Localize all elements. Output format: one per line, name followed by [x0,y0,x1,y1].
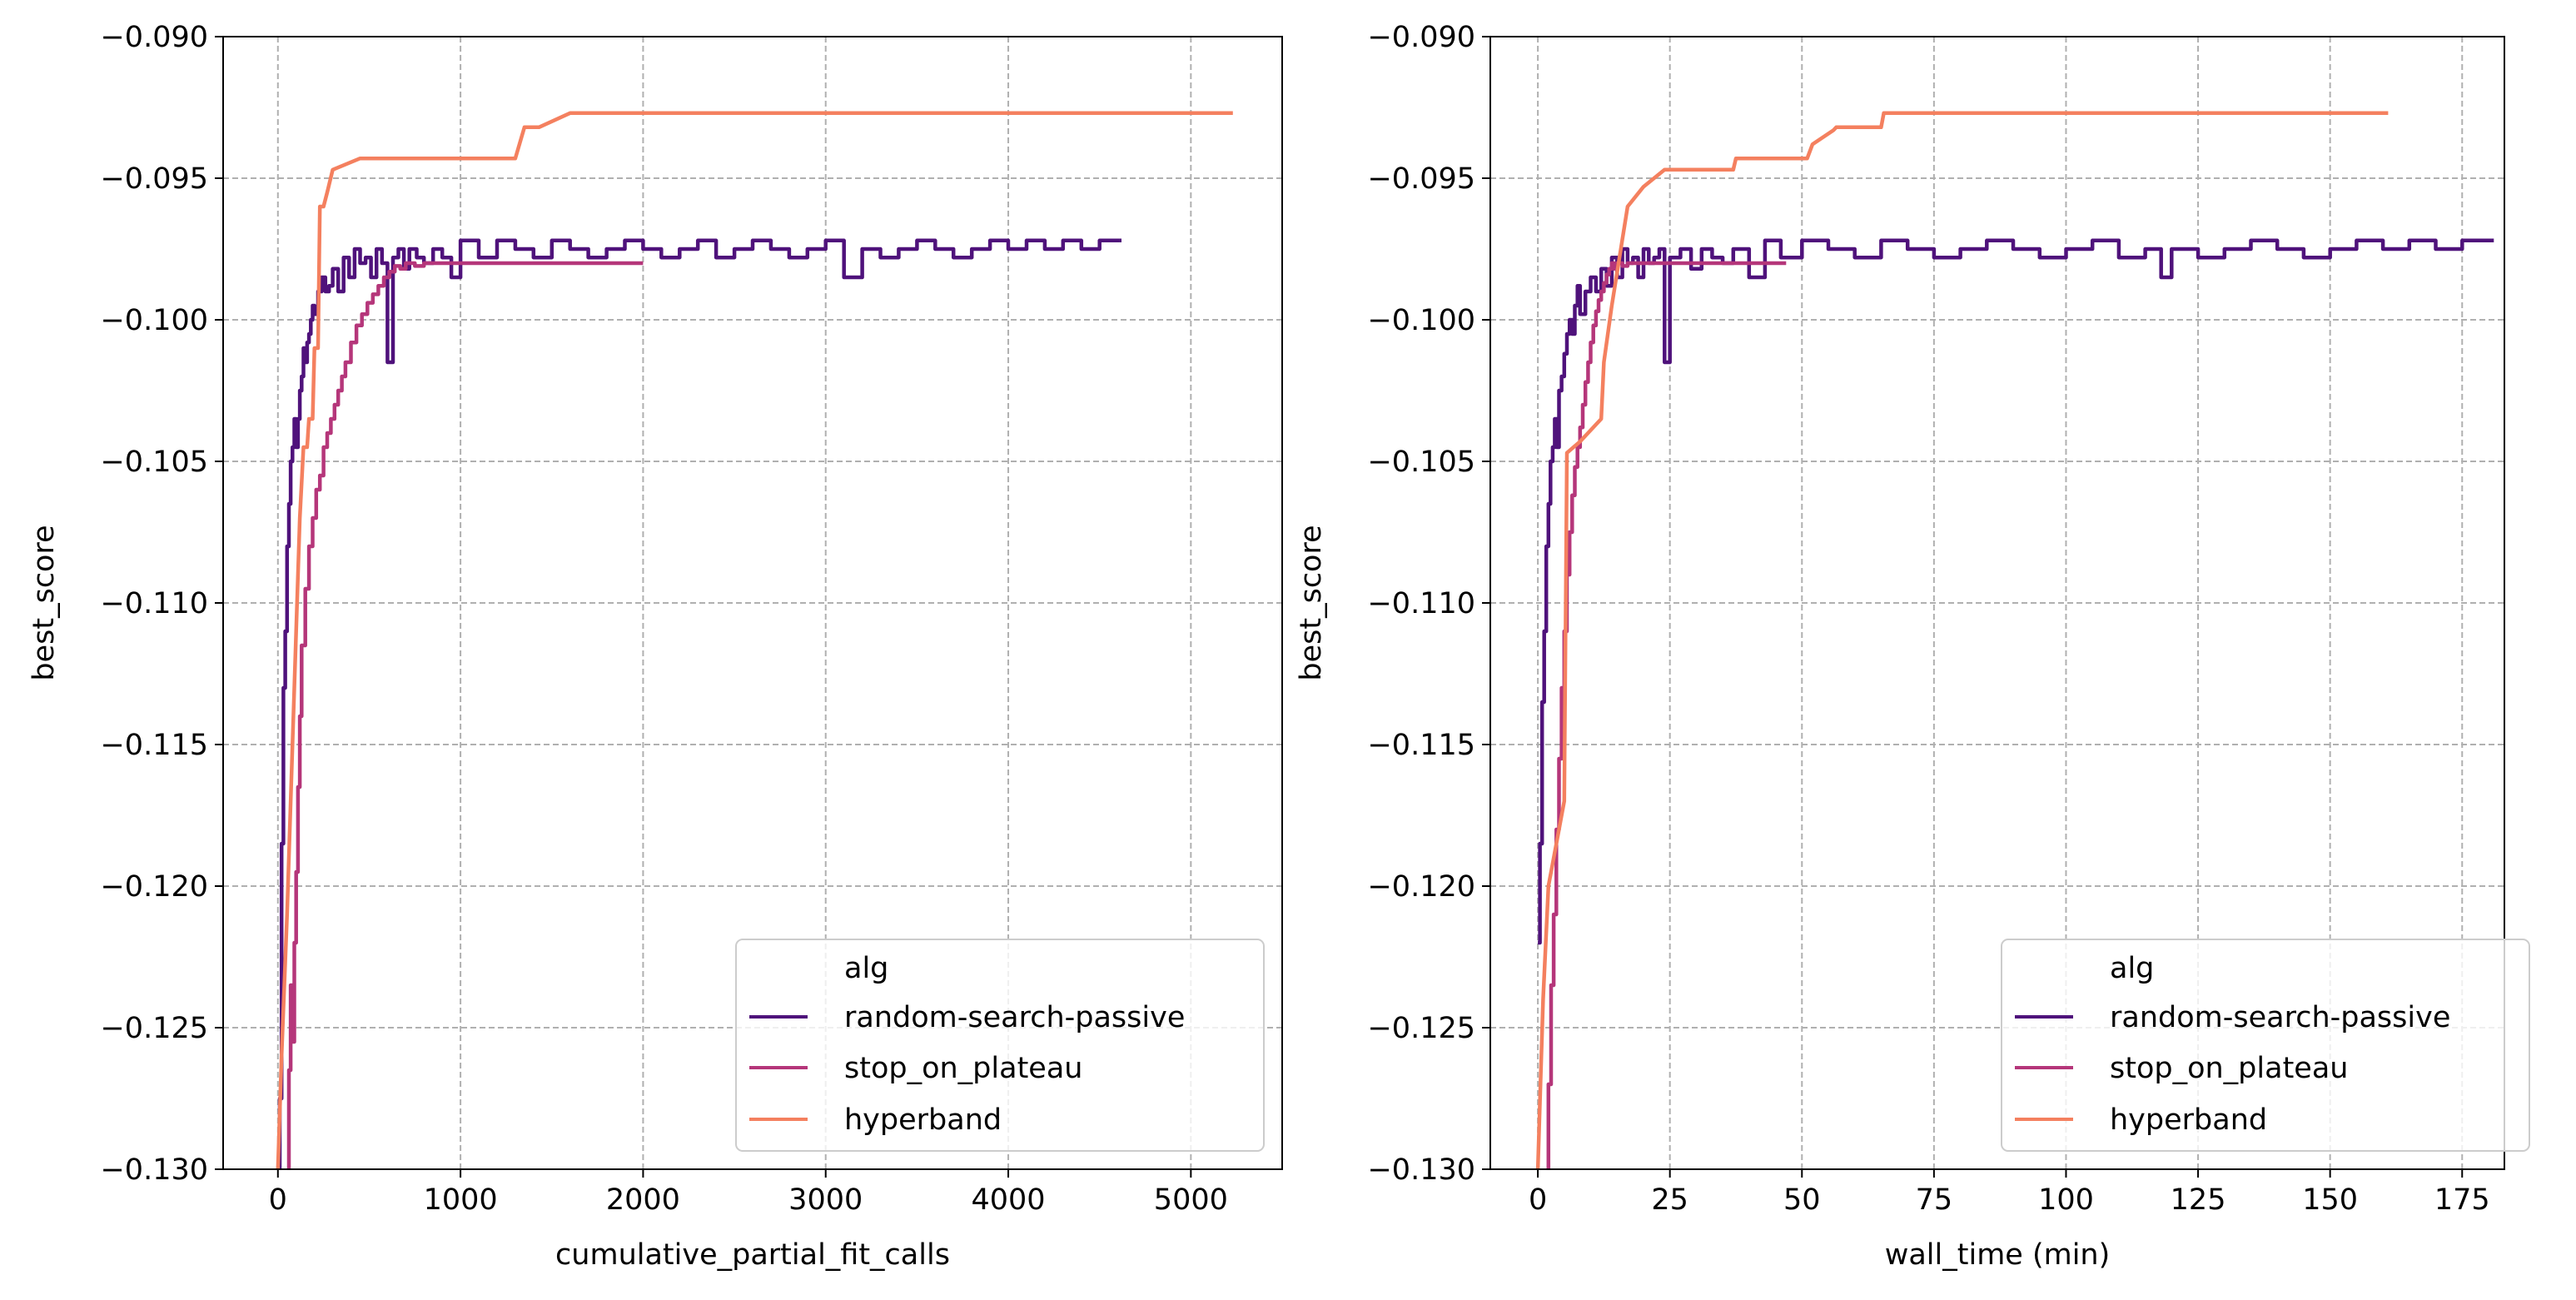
right-x-tick-label: 0 [1529,1183,1547,1217]
right-legend-title: alg [2110,952,2154,985]
right-legend: alg random-search-passive stop_on_platea… [2001,939,2530,1152]
right-y-tick-label: −0.115 [1367,729,1475,762]
right-legend-label-stop-on-plateau: stop_on_plateau [2110,1052,2348,1085]
left-y-tick-label: −0.095 [100,162,208,196]
right-x-axis-label: wall_time (min) [1885,1238,2111,1272]
right-x-tick-label: 175 [2434,1183,2490,1217]
right-x-tick-label: 25 [1651,1183,1688,1217]
left-x-axis-label: cumulative_partial_fit_calls [555,1238,950,1272]
right-x-ticks: 0 25 50 75 100 125 150 175 [1529,1169,2490,1217]
right-y-tick-label: −0.100 [1367,304,1475,337]
right-y-tick-label: −0.125 [1367,1012,1475,1045]
left-x-tick-label: 0 [269,1183,287,1217]
right-legend-box [2001,939,2530,1152]
left-y-tick-label: −0.110 [100,587,208,620]
left-chart: 0 1000 2000 3000 4000 5000 −0.130 −0.125 −0.120… [27,21,1283,1272]
left-series-line-random-search-passive [277,238,1121,1169]
left-legend-label-hyperband: hyperband [844,1103,1002,1137]
right-x-tick-label: 150 [2302,1183,2358,1217]
left-y-tick-label: −0.130 [100,1153,208,1187]
left-y-tick-label: −0.115 [100,729,208,762]
left-series-line-stop-on-plateau [286,261,644,1169]
left-y-ticks: −0.130 −0.125 −0.120 −0.115 −0.110 −0.105 −0.1… [100,21,223,1187]
left-x-tick-label: 3000 [788,1183,863,1217]
left-y-tick-label: −0.120 [100,870,208,904]
right-y-tick-label: −0.120 [1367,870,1475,904]
right-x-tick-label: 100 [2038,1183,2094,1217]
right-x-tick-label: 75 [1916,1183,1953,1217]
left-legend: alg random-search-passive stop_on_platea… [735,939,1265,1152]
right-legend-label-random-search-passive: random-search-passive [2110,1001,2450,1034]
right-legend-label-hyperband: hyperband [2110,1103,2267,1137]
left-x-ticks: 0 1000 2000 3000 4000 5000 [269,1169,1228,1217]
left-legend-label-random-search-passive: random-search-passive [844,1001,1185,1034]
right-series-line-hyperband [1535,111,2389,1169]
left-y-tick-label: −0.090 [100,21,208,54]
left-legend-box [735,939,1265,1152]
right-series [1535,111,2494,1169]
right-series-line-random-search-passive [1538,238,2494,945]
right-y-tick-label: −0.130 [1367,1153,1475,1187]
right-y-ticks: −0.130 −0.125 −0.120 −0.115 −0.110 −0.105 −0.1… [1367,21,1490,1187]
left-series [276,111,1233,1169]
left-x-tick-label: 4000 [971,1183,1045,1217]
right-chart: 0 25 50 75 100 125 150 175 −0.130−0.125−0.120−0… [1295,21,2530,1272]
left-y-tick-label: −0.100 [100,304,208,337]
right-x-tick-label: 50 [1783,1183,1821,1217]
left-x-tick-label: 5000 [1154,1183,1228,1217]
left-y-axis-label: best_score [27,525,61,680]
right-y-axis-label: best_score [1295,525,1328,680]
right-y-tick-label: −0.095 [1367,162,1475,196]
right-y-tick-label: −0.110 [1367,587,1475,620]
left-series-line-hyperband [276,111,1233,1169]
left-y-tick-label: −0.125 [100,1012,208,1045]
left-x-tick-label: 2000 [606,1183,680,1217]
left-legend-title: alg [844,952,888,985]
right-series-line-stop-on-plateau [1546,261,1787,1169]
right-x-tick-label: 125 [2171,1183,2226,1217]
left-legend-label-stop-on-plateau: stop_on_plateau [844,1052,1082,1085]
left-x-tick-label: 1000 [424,1183,498,1217]
left-y-tick-label: −0.105 [100,446,208,479]
right-y-tick-label: −0.090 [1367,21,1475,54]
right-y-tick-label: −0.105 [1367,446,1475,479]
